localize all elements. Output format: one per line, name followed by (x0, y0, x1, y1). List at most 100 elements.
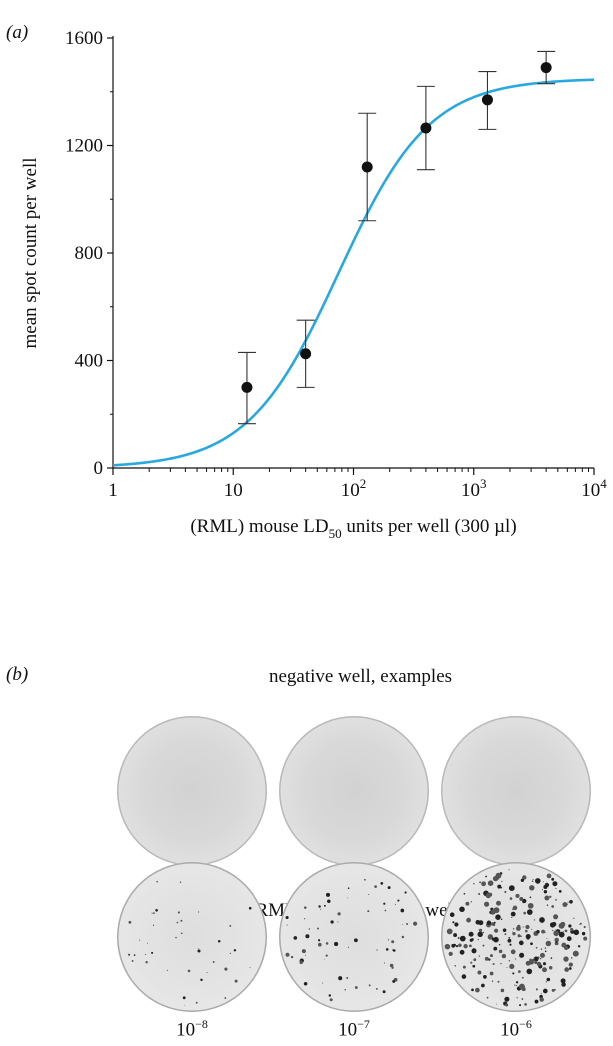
spot (155, 908, 158, 912)
spot (510, 949, 516, 955)
spot (509, 897, 513, 900)
spot (534, 960, 538, 964)
spot (555, 941, 558, 943)
spot (532, 878, 534, 880)
spot (473, 883, 475, 885)
spot (482, 931, 484, 934)
spot (539, 997, 544, 1002)
spot (543, 884, 548, 890)
spot (401, 935, 405, 939)
spot (535, 878, 541, 884)
spot (535, 946, 538, 949)
panel-a-label: (a) (6, 22, 29, 43)
spot (541, 929, 545, 934)
spot (533, 958, 535, 960)
spot (500, 887, 503, 889)
x-tick-label: 104 (581, 476, 607, 501)
spot (493, 948, 496, 951)
spot (368, 893, 370, 896)
spot (488, 892, 493, 897)
spot (469, 944, 472, 948)
spot (374, 885, 377, 888)
spot (551, 988, 555, 992)
spot (346, 977, 349, 979)
negative-well-2 (279, 716, 429, 866)
spot (495, 914, 501, 920)
spot (535, 988, 538, 991)
spot (176, 921, 179, 924)
spot (581, 931, 586, 936)
x-tick-label: 10 (224, 480, 243, 501)
spot (583, 925, 586, 929)
spot (524, 1003, 527, 1006)
spot (329, 998, 333, 1002)
spot (305, 934, 310, 939)
spot (478, 928, 483, 933)
spot (347, 946, 349, 948)
spot (200, 978, 203, 982)
spot (573, 929, 580, 936)
spot (540, 952, 545, 958)
negative-well-1 (117, 716, 267, 866)
spot (496, 900, 501, 906)
spot (248, 906, 252, 910)
spot (453, 943, 456, 947)
spot (413, 921, 418, 926)
spot (468, 931, 474, 937)
spot (521, 998, 524, 1000)
spot (195, 1001, 198, 1004)
spot (145, 960, 148, 964)
spot (387, 939, 390, 941)
spot (459, 935, 466, 942)
x-tick-label: 1 (108, 480, 118, 501)
data-point (300, 348, 312, 360)
spot (514, 984, 516, 986)
spot (325, 942, 329, 945)
spot (516, 985, 518, 987)
spot (316, 927, 320, 930)
spot (553, 914, 559, 920)
spot (385, 948, 389, 951)
spot (548, 966, 553, 970)
spot (498, 949, 503, 954)
spot (511, 916, 513, 918)
spot (554, 929, 557, 931)
data-point (540, 62, 552, 74)
spot (526, 909, 533, 915)
spot (543, 890, 548, 894)
spot (301, 949, 306, 954)
spot (397, 899, 400, 902)
spot (487, 934, 494, 940)
spot (376, 949, 378, 951)
spot (536, 961, 542, 967)
spot (508, 869, 510, 871)
spot (304, 906, 307, 909)
spot (525, 933, 531, 940)
spot (182, 996, 186, 1000)
spot (338, 976, 343, 981)
spot (367, 910, 370, 913)
spot (526, 968, 533, 975)
spot (515, 893, 520, 898)
spot (475, 987, 480, 993)
spot (570, 957, 573, 959)
spot (492, 923, 496, 927)
spot (561, 982, 566, 987)
spot (453, 933, 458, 938)
spot (508, 936, 511, 939)
spot (568, 962, 573, 967)
spot (486, 920, 492, 926)
spot (531, 928, 533, 930)
spot (323, 959, 325, 960)
spot (501, 880, 503, 882)
spot (544, 895, 550, 901)
spot (400, 908, 405, 913)
spot (560, 978, 566, 984)
spot (501, 953, 507, 959)
spot (552, 881, 558, 887)
spot (389, 963, 394, 968)
spot (333, 941, 339, 947)
spot (337, 912, 341, 916)
spot (533, 919, 536, 921)
spot (133, 954, 136, 956)
